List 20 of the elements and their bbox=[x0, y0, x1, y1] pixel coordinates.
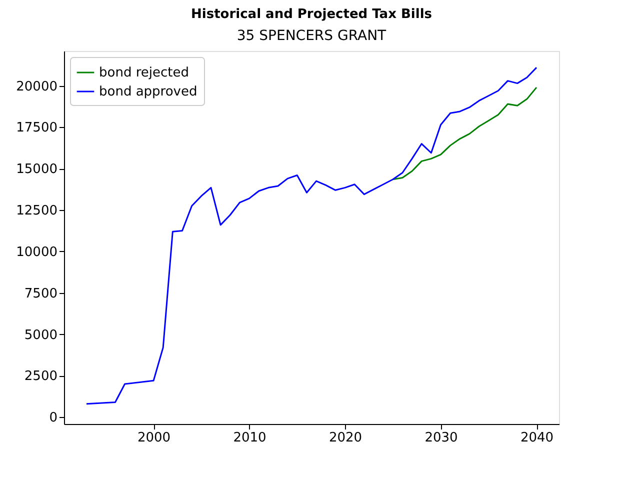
y-tick-label: 2500 bbox=[24, 369, 58, 384]
chart-subtitle: 35 SPENCERS GRANT bbox=[236, 28, 387, 44]
y-tick-label: 15000 bbox=[16, 162, 58, 178]
y-tick-label: 10000 bbox=[16, 244, 58, 260]
x-tick-label: 2000 bbox=[137, 430, 171, 446]
line-series bbox=[392, 86, 538, 180]
legend-label: bond approved bbox=[99, 84, 198, 100]
chart-title: Historical and Projected Tax Bills bbox=[190, 7, 432, 22]
y-tick-label: 20000 bbox=[16, 79, 58, 94]
y-tick-label: 5000 bbox=[24, 328, 58, 343]
y-tick-label: 17500 bbox=[16, 120, 58, 136]
y-tick-label: 7500 bbox=[24, 286, 58, 302]
x-tick-label: 2030 bbox=[424, 430, 458, 446]
y-tick-label: 0 bbox=[49, 410, 58, 426]
legend-label: bond rejected bbox=[99, 66, 189, 80]
line-series bbox=[86, 66, 538, 405]
x-tick-label: 2040 bbox=[520, 430, 554, 446]
x-tick-label: 2020 bbox=[328, 430, 362, 446]
x-tick-label: 2010 bbox=[233, 430, 266, 446]
y-tick-label: 12500 bbox=[16, 204, 58, 219]
